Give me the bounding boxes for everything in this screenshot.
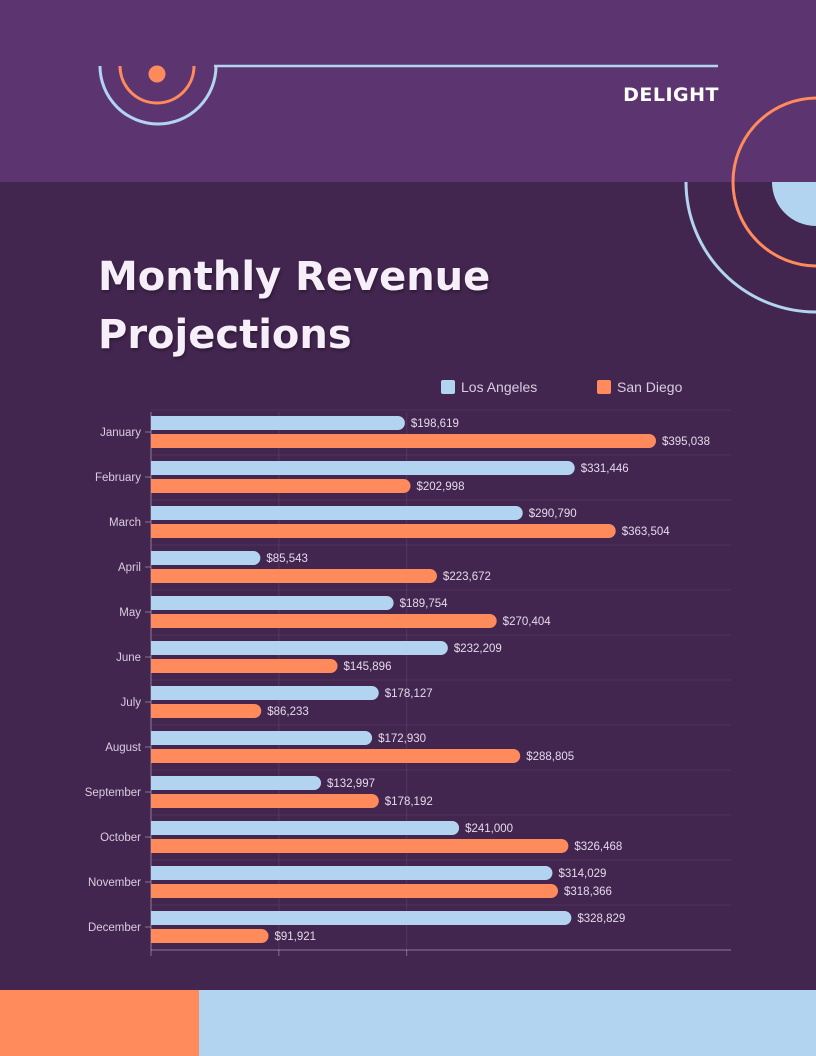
legend-swatch-los-angeles	[441, 380, 455, 394]
bar-los-angeles	[151, 911, 572, 925]
bar-san-diego	[151, 659, 338, 673]
bar-san-diego	[151, 794, 379, 808]
bar-los-angeles	[151, 686, 379, 700]
data-label: $290,790	[529, 508, 577, 520]
bar-los-angeles	[151, 731, 373, 745]
category-label: June	[116, 652, 141, 664]
bar-san-diego	[151, 434, 656, 448]
bar-los-angeles	[151, 776, 322, 790]
data-label: $331,446	[581, 463, 629, 475]
category-label: September	[85, 787, 141, 799]
bar-los-angeles	[151, 461, 575, 475]
data-label: $178,127	[385, 688, 433, 700]
data-label: $132,997	[327, 778, 375, 790]
footer-block-blue	[199, 990, 816, 1056]
category-label: December	[88, 922, 141, 934]
bar-los-angeles	[151, 596, 394, 610]
bar-los-angeles	[151, 416, 405, 430]
data-label: $328,829	[577, 913, 625, 925]
data-label: $314,029	[558, 868, 606, 880]
category-label: July	[121, 697, 142, 709]
data-label: $363,504	[622, 526, 671, 538]
header-band	[0, 0, 816, 182]
bar-san-diego	[151, 929, 269, 943]
bar-los-angeles	[151, 641, 448, 655]
data-label: $232,209	[454, 643, 502, 655]
data-label: $395,038	[662, 436, 710, 448]
bar-san-diego	[151, 569, 437, 583]
category-label: April	[118, 562, 141, 574]
deco-ring-orange	[731, 96, 816, 268]
bar-los-angeles	[151, 506, 523, 520]
page-title-line-1: Monthly Revenue	[98, 254, 491, 300]
bar-san-diego	[151, 524, 616, 538]
category-label: March	[109, 517, 141, 529]
bar-los-angeles	[151, 866, 553, 880]
data-label: $86,233	[267, 706, 309, 718]
data-label: $202,998	[417, 481, 465, 493]
data-label: $318,366	[564, 886, 612, 898]
data-label: $270,404	[503, 616, 552, 628]
deco-arc-outer	[98, 65, 218, 126]
data-label: $288,805	[526, 751, 574, 763]
data-label: $198,619	[411, 418, 459, 430]
bar-san-diego	[151, 704, 262, 718]
legend-label-los-angeles: Los Angeles	[461, 379, 537, 395]
bar-san-diego	[151, 749, 521, 763]
category-label: August	[105, 742, 142, 754]
bar-los-angeles	[151, 551, 261, 565]
data-label: $223,672	[443, 571, 491, 583]
data-label: $91,921	[275, 931, 317, 943]
bar-san-diego	[151, 614, 497, 628]
page-title-line-2: Projections	[98, 312, 352, 358]
bar-san-diego	[151, 884, 558, 898]
deco-arc-inner	[118, 65, 196, 105]
category-label: January	[100, 427, 141, 439]
deco-arc-blue	[684, 181, 816, 314]
data-label: $145,896	[344, 661, 392, 673]
category-label: May	[119, 607, 141, 619]
brand-logo-text: DELIGHT	[623, 84, 719, 106]
data-label: $178,192	[385, 796, 433, 808]
decorative-graphics	[98, 64, 816, 314]
data-label: $189,754	[400, 598, 449, 610]
legend-swatch-san-diego	[597, 380, 611, 394]
page-title: Monthly Revenue Projections	[98, 248, 618, 364]
category-label: November	[88, 877, 141, 889]
data-label: $85,543	[266, 553, 308, 565]
data-label: $241,000	[465, 823, 513, 835]
revenue-bar-chart: Los Angeles San Diego January $198,619 $395,…	[85, 379, 731, 956]
bar-san-diego	[151, 479, 411, 493]
footer-block-orange	[0, 990, 199, 1056]
deco-dot	[148, 65, 166, 83]
bar-los-angeles	[151, 821, 460, 835]
data-label: $326,468	[574, 841, 622, 853]
data-label: $172,930	[378, 733, 426, 745]
legend-label-san-diego: San Diego	[617, 379, 683, 395]
category-label: February	[95, 472, 141, 484]
deco-half-circle	[772, 182, 816, 226]
bar-san-diego	[151, 839, 569, 853]
category-label: October	[100, 832, 141, 844]
